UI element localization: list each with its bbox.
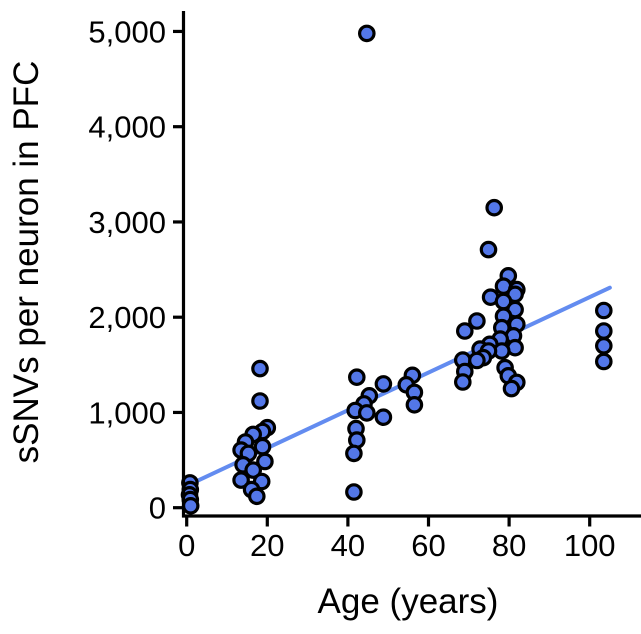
data-point [374,375,393,393]
x-tick-label: 100 [564,528,616,563]
data-point [247,487,266,506]
data-point [244,461,262,479]
data-point [485,198,503,217]
y-tick-label: 5,000 [88,14,166,49]
data-point [253,437,272,456]
data-point [181,496,200,515]
data-point [251,392,269,410]
y-tick-label: 2,000 [88,300,166,335]
y-tick-label: 0 [149,491,166,526]
data-point [357,24,376,43]
x-tick-label: 60 [411,528,445,563]
data-point [256,452,274,471]
data-point [345,444,363,463]
axes-layer: 0 20 40 60 80 100 0 1,000 2,000 3,000 4,000 5,000 [88,11,641,563]
data-point [405,395,424,414]
x-tick-label: 80 [492,528,526,563]
y-tick-label: 3,000 [88,205,166,240]
data-point [345,483,363,501]
x-axis-ticks: 0 20 40 60 80 100 [178,516,616,563]
x-axis-title: Age (years) [318,582,499,621]
x-tick-label: 0 [178,528,195,563]
x-tick-label: 40 [331,528,365,563]
x-tick-label: 20 [250,528,284,563]
y-tick-label: 1,000 [88,395,166,430]
data-point [347,368,366,386]
data-point [468,312,486,330]
y-axis-ticks: 0 1,000 2,000 3,000 4,000 5,000 [88,14,184,526]
data-points-layer [180,24,613,515]
data-point [232,471,250,489]
data-point [357,404,376,422]
data-point [453,373,472,391]
y-tick-label: 4,000 [88,110,166,145]
data-point [455,322,474,340]
data-point [594,336,613,355]
data-point [468,351,486,370]
y-axis-title: sSNVs per neuron in PFC [7,61,46,464]
data-point [502,379,521,398]
data-point [594,322,613,340]
data-point [374,408,393,426]
data-point [251,359,269,378]
data-point [479,240,498,259]
data-point [594,352,613,371]
data-point [594,301,613,320]
